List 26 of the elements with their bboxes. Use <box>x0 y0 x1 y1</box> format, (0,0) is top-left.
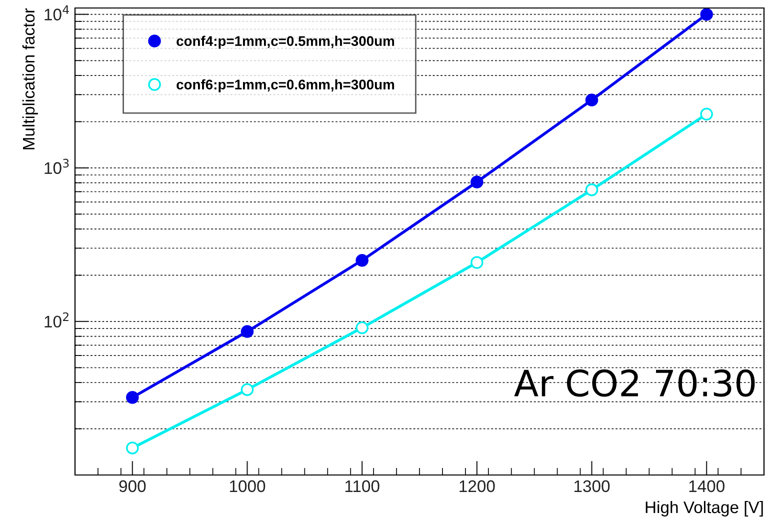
point <box>240 383 254 396</box>
point <box>470 256 484 269</box>
y-axis-title: Multiplication factor <box>22 8 38 150</box>
point <box>470 176 484 188</box>
point <box>240 325 254 338</box>
point <box>126 391 139 404</box>
y-tick-label: 10$^{3}$ <box>44 158 69 174</box>
x-tick-label: 900 <box>119 480 146 492</box>
y-tick-label: 10$^{2}$ <box>44 312 68 328</box>
annotation: Ar CO2 70:30 <box>514 369 755 397</box>
x-tick-label: 1000 <box>230 480 266 492</box>
point <box>356 254 368 267</box>
point <box>585 94 598 106</box>
point <box>356 321 368 334</box>
y-tick-label: 10$^{4}$ <box>44 5 69 20</box>
legend-label: conf6:p=1mm,c=0.6mm,h=300um <box>176 79 394 92</box>
point <box>126 442 139 454</box>
x-tick-label: 1300 <box>574 480 610 492</box>
x-tick-label: 1200 <box>460 480 495 492</box>
x-tick-label: 1400 <box>689 480 724 492</box>
point <box>700 8 713 21</box>
x-tick-label: 1100 <box>345 480 380 492</box>
point <box>700 108 713 121</box>
point <box>585 183 598 196</box>
x-axis-title: High Voltage [V] <box>646 500 763 516</box>
legend-label: conf4:p=1mm,c=0.5mm,h=300um <box>176 36 394 49</box>
